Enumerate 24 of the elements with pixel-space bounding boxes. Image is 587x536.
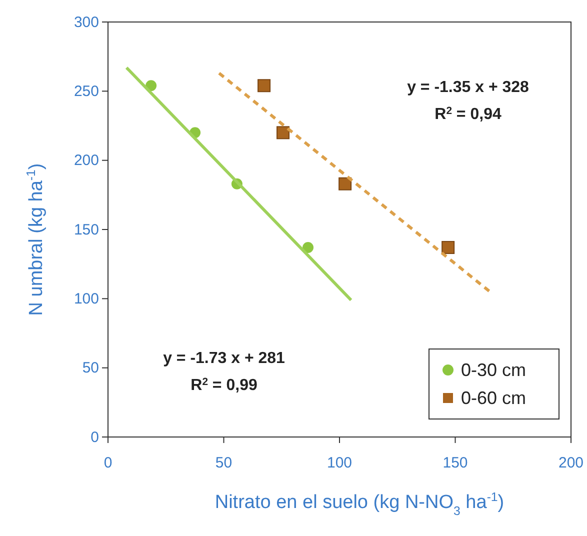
x-tick-label: 200 bbox=[558, 454, 584, 472]
x-tick-label: 0 bbox=[104, 454, 112, 472]
point bbox=[442, 240, 455, 254]
y-tick-label: 250 bbox=[74, 82, 99, 100]
point bbox=[258, 79, 271, 92]
annotation: y = -1.73 x + 281 bbox=[163, 350, 286, 367]
annotation: R$^{2}$ = 0,94 bbox=[434, 106, 502, 123]
x-tick-label: 150 bbox=[442, 454, 468, 472]
point bbox=[338, 177, 352, 190]
legend-label: 0-30 cm bbox=[461, 360, 526, 380]
x-axis-title: Nitrato en el suelo (kg N-NO$_{3}$ ha$^{-1}$) bbox=[214, 490, 504, 518]
x-tick-label: 50 bbox=[215, 454, 232, 472]
y-tick-label: 0 bbox=[90, 428, 99, 446]
y-tick-label: 100 bbox=[74, 290, 99, 308]
y-tick-label: 200 bbox=[74, 152, 99, 170]
annotation: y = -1.35 x + 328 bbox=[407, 79, 530, 96]
point bbox=[276, 126, 290, 140]
point bbox=[302, 242, 314, 253]
y-tick-label: 150 bbox=[74, 221, 99, 238]
x-tick-label: 100 bbox=[326, 454, 352, 472]
y-tick-label: 50 bbox=[82, 360, 99, 377]
legend-label: 0-60 cm bbox=[461, 388, 526, 408]
y-tick-label: 300 bbox=[74, 14, 99, 31]
annotation: R$^{2}$ = 0,99 bbox=[190, 376, 258, 394]
